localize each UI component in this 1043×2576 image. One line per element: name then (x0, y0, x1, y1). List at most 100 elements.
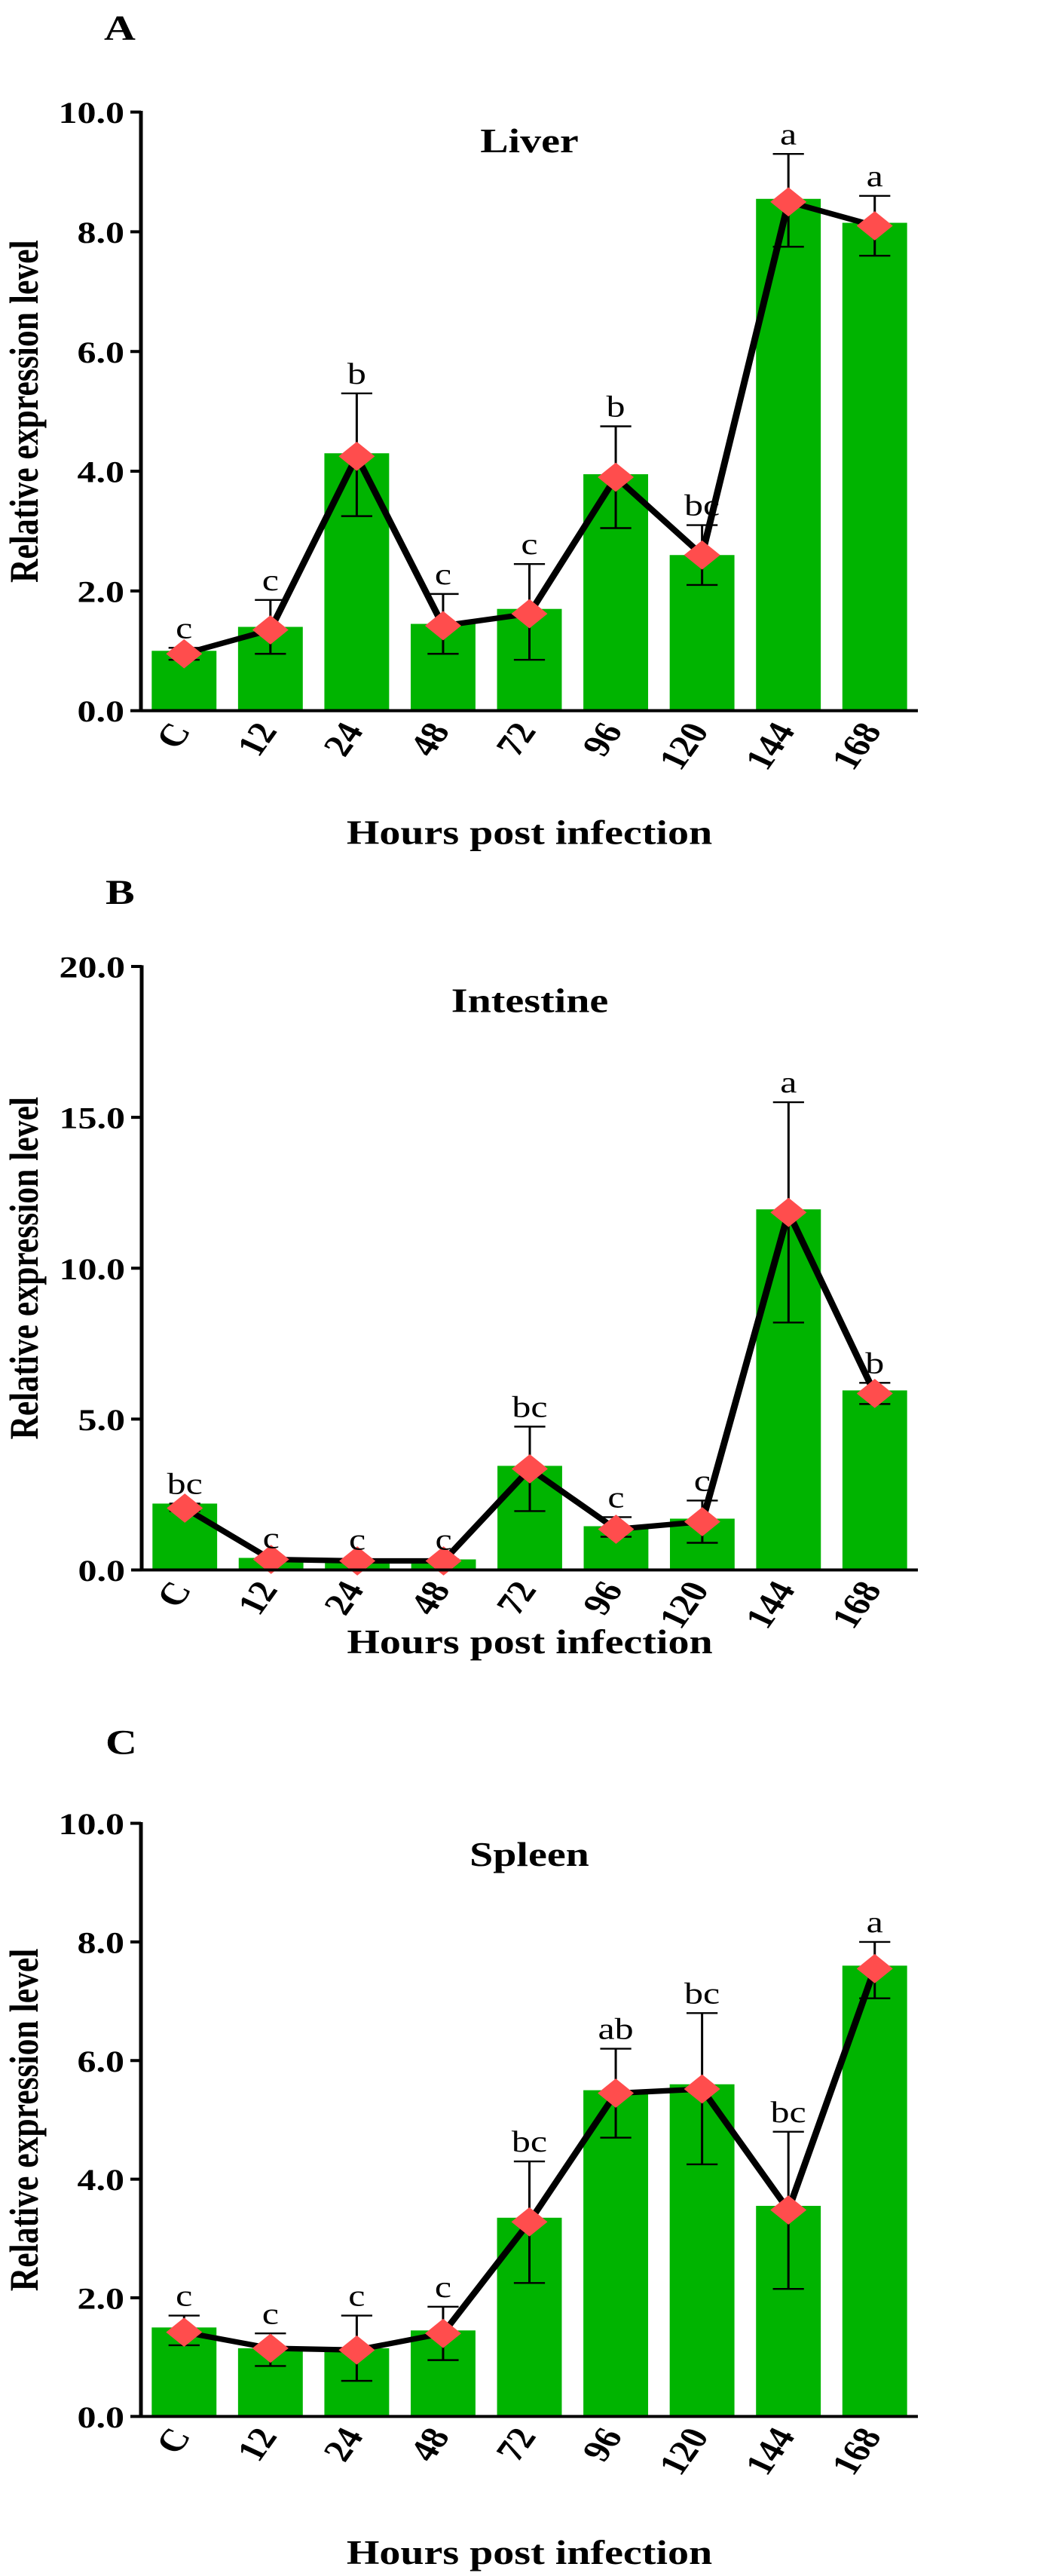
marker (339, 1546, 376, 1576)
x-axis-label: Hours post infection (347, 2535, 712, 2572)
y-tick-label: 10.0 (59, 96, 124, 130)
y-tick-label: 2.0 (78, 2282, 124, 2315)
marker (338, 441, 375, 471)
significance-letter: a (867, 1905, 883, 1938)
x-tick-label: 12 (230, 1576, 287, 1620)
significance-letter: c (262, 563, 279, 596)
significance-letter: c (521, 528, 537, 561)
x-tick-label: 168 (824, 1576, 891, 1634)
bar (756, 198, 821, 711)
significance-letter: c (176, 2279, 192, 2312)
marker (512, 1454, 548, 1484)
x-tick-label: 96 (574, 717, 632, 761)
x-tick-label: 24 (316, 1576, 373, 1620)
x-tick-label: 72 (488, 717, 545, 761)
significance-letter: c (263, 1521, 280, 1554)
y-tick-label: 2.0 (78, 575, 124, 608)
x-tick-label: 144 (737, 1576, 804, 1634)
y-tick-label: 20.0 (60, 951, 125, 984)
significance-letters: bc c c c bc c c a b (167, 1066, 885, 1557)
marker (684, 1507, 720, 1536)
x-tick-label: 12 (229, 2422, 286, 2467)
y-tick-label: 5.0 (78, 1403, 125, 1436)
y-tick-label: 6.0 (78, 335, 124, 369)
bars (151, 198, 907, 711)
x-tick-label: 48 (402, 1576, 460, 1620)
x-tick-label: 48 (402, 717, 459, 761)
bar (842, 222, 907, 711)
y-tick-label: 8.0 (78, 216, 124, 249)
y-axis-label: Relative expression level (2, 1097, 47, 1440)
marker (598, 1515, 635, 1544)
panel-letter: B (106, 873, 135, 912)
x-tick-label: 120 (651, 717, 718, 776)
marker (424, 2318, 461, 2348)
x-tick-label: 168 (824, 2422, 891, 2481)
significance-letter: c (262, 2297, 279, 2330)
y-tick-label: 8.0 (78, 1926, 124, 1959)
x-axis-label: Hours post infection (347, 1624, 712, 1662)
significance-letter: bc (771, 2095, 806, 2128)
significance-letter: bc (512, 2125, 547, 2158)
chart-title: Spleen (470, 1836, 589, 1874)
x-axis-label: Hours post infection (347, 815, 712, 853)
x-tick-label: 144 (737, 2422, 804, 2481)
significance-letter: a (867, 159, 883, 192)
significance-letters: c c c c bc ab bc bc a (176, 1905, 883, 2330)
markers (166, 187, 893, 669)
x-tick-label: 72 (488, 2422, 545, 2467)
bar (842, 1965, 907, 2417)
panel-letter: C (106, 1723, 137, 1763)
x-ticks: C 12 24 48 72 96 120 144 168 (148, 2422, 890, 2481)
y-axis-label: Relative expression level (2, 1949, 47, 2292)
markers (167, 1197, 893, 1576)
y-tick-label: 10.0 (60, 1252, 125, 1285)
marker (511, 2207, 548, 2237)
marker (511, 599, 548, 629)
marker (167, 1493, 203, 1523)
marker (252, 1545, 289, 1574)
significance-letter: ab (598, 2012, 633, 2045)
marker (856, 211, 893, 240)
x-tick-label: C (148, 2422, 199, 2459)
x-tick-label: 12 (229, 717, 286, 761)
marker (598, 462, 635, 492)
panel-c: C Spleen c c c c bc ab bc bc a 0.0 2.0 4.0 6.0 8.0 10.0 C… (2, 1723, 918, 2572)
x-tick-label: 24 (315, 717, 372, 761)
significance-letter: c (348, 2279, 365, 2312)
panel-b: B Intestine bc c c c bc c c a b 0.0 5.0 10.0 15.0 20.0 C… (2, 873, 918, 1662)
x-tick-label: 48 (402, 2422, 459, 2467)
y-tick-label: 4.0 (78, 2164, 124, 2197)
significance-letter: b (607, 390, 625, 423)
y-axis-label: Relative expression level (2, 240, 47, 583)
marker (252, 2333, 289, 2363)
significance-letter: c (176, 611, 192, 645)
marker (684, 540, 720, 570)
marker (770, 2195, 807, 2225)
x-tick-label: 144 (737, 717, 804, 776)
significance-letter: a (780, 118, 797, 151)
y-tick-label: 0.0 (78, 695, 124, 728)
x-tick-label: 96 (574, 1576, 632, 1620)
marker (166, 639, 203, 669)
significance-letter: bc (684, 1977, 720, 2010)
markers (166, 1953, 893, 2365)
significance-letter: bc (167, 1467, 203, 1500)
x-tick-label: C (148, 717, 199, 754)
significance-letter: b (865, 1346, 884, 1380)
marker (424, 611, 461, 641)
y-tick-label: 0.0 (78, 1554, 125, 1588)
marker (598, 2078, 635, 2108)
marker (856, 1953, 893, 1983)
y-tick-label: 4.0 (78, 455, 124, 489)
y-tick-label: 10.0 (59, 1808, 124, 1841)
x-tick-label: 72 (488, 1576, 546, 1620)
significance-letter: c (435, 1523, 451, 1556)
x-tick-label: C (148, 1576, 200, 1613)
marker (252, 615, 289, 645)
x-tick-label: 168 (824, 717, 891, 776)
marker (684, 2074, 720, 2104)
